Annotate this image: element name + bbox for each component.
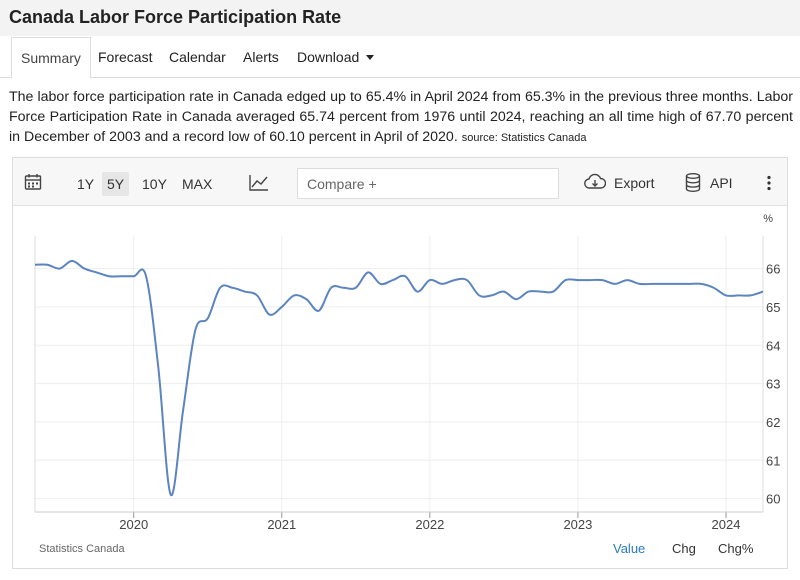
page-title: Canada Labor Force Participation Rate	[9, 7, 342, 27]
export-button[interactable]: Export	[614, 175, 655, 191]
compare-input[interactable]	[297, 168, 559, 199]
footer-tab-chg[interactable]: Chg	[672, 541, 696, 556]
y-tick-label-65: 65	[766, 300, 780, 315]
tab-download-label: Download	[297, 49, 360, 65]
range-max-button[interactable]: MAX	[182, 176, 213, 192]
tab-bar: Summary Forecast Calendar Alerts Downloa…	[0, 37, 800, 79]
cloud-download-icon[interactable]	[584, 173, 607, 194]
description-source: source: Statistics Canada	[461, 132, 587, 144]
title-bar: Canada Labor Force Participation Rate	[0, 0, 800, 36]
description-text: The labor force participation rate in Ca…	[9, 89, 793, 145]
y-tick-label-66: 66	[766, 262, 780, 277]
line-chart: % 60 61 62 63 64 65 66 2020 2021 2022 2023 2024	[34, 213, 780, 532]
range-10y-button[interactable]: 10Y	[142, 176, 167, 192]
tab-forecast[interactable]: Forecast	[98, 49, 153, 65]
range-1y-button[interactable]: 1Y	[77, 176, 95, 192]
description: The labor force participation rate in Ca…	[9, 87, 793, 148]
caret-down-icon	[366, 55, 375, 60]
x-tick-label-2024: 2024	[712, 517, 741, 532]
y-tick-label-64: 64	[766, 338, 780, 353]
y-tick-label-61: 61	[766, 453, 780, 468]
y-tick-label-63: 63	[766, 377, 780, 392]
line-chart-icon[interactable]	[249, 174, 269, 194]
x-tick-label-2023: 2023	[563, 517, 592, 532]
x-tick-label-2021: 2021	[267, 517, 296, 532]
y-tick-label-60: 60	[766, 492, 780, 507]
tab-summary[interactable]: Summary	[11, 37, 91, 79]
calendar-icon[interactable]	[24, 173, 42, 194]
footer-tab-value[interactable]: Value	[613, 541, 646, 556]
tab-download[interactable]: Download	[297, 37, 375, 78]
database-icon[interactable]	[685, 173, 701, 195]
chart-footer-source: Statistics Canada	[39, 543, 125, 555]
series-line-0	[34, 259, 764, 496]
x-tick-label-2022: 2022	[415, 517, 444, 532]
tab-calendar[interactable]: Calendar	[169, 49, 226, 65]
chart-toolbar: 1Y 5Y 10Y MAX Export API	[13, 158, 787, 206]
tab-alerts[interactable]: Alerts	[243, 49, 279, 65]
more-options-icon[interactable]	[767, 175, 771, 194]
footer-tab-chg-pct[interactable]: Chg%	[718, 541, 754, 556]
y-tick-label-62: 62	[766, 415, 780, 430]
api-button[interactable]: API	[710, 175, 733, 191]
x-tick-label-2020: 2020	[119, 517, 148, 532]
chart-panel: 1Y 5Y 10Y MAX Export API % 60 61 62 63 64 65 66…	[12, 157, 788, 569]
range-5y-button[interactable]: 5Y	[102, 172, 130, 196]
y-axis-unit-label: %	[763, 213, 773, 225]
